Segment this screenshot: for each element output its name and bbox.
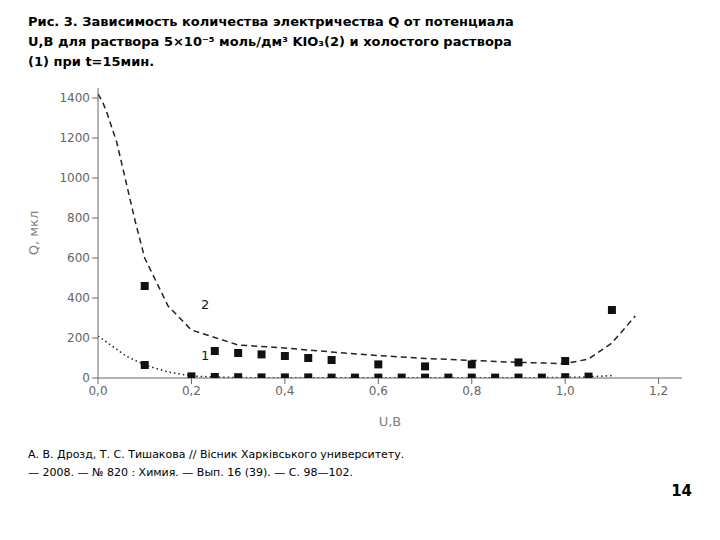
svg-text:0,6: 0,6 [369,384,388,398]
svg-text:0,2: 0,2 [182,384,201,398]
html-text:— 2008. — № 820 : Химия. — Вып: — 2008. — № 820 : Химия. — Вып. 16 (39).… [28,466,353,479]
html-text:14: 14 [671,482,692,500]
svg-text:0: 0 [82,371,90,385]
svg-text:U,В: U,В [379,414,402,429]
svg-text:1,0: 1,0 [556,384,575,398]
html-text:(1) при t=15мин.: (1) при t=15мин. [28,54,155,69]
svg-text:1000: 1000 [59,171,90,185]
svg-text:1200: 1200 [59,131,90,145]
html-text:U,В для раствора 5×10⁻⁵ моль/д: U,В для раствора 5×10⁻⁵ моль/дм³ KIO₃(2)… [28,34,512,49]
svg-text:600: 600 [67,251,90,265]
svg-text:200: 200 [67,331,90,345]
svg-text:Q, мкл: Q, мкл [26,211,41,255]
svg-text:800: 800 [67,211,90,225]
svg-text:0,8: 0,8 [462,384,481,398]
svg-text:2: 2 [201,297,209,312]
svg-text:1: 1 [201,348,209,363]
svg-text:400: 400 [67,291,90,305]
html-text:А. В. Дрозд, Т. С. Тишакова //: А. В. Дрозд, Т. С. Тишакова // Вісник Ха… [28,448,405,461]
svg-text:1,2: 1,2 [649,384,668,398]
svg-text:0,0: 0,0 [88,384,107,398]
html-text:Рис. 3. Зависимость количества: Рис. 3. Зависимость количества электриче… [28,14,514,29]
svg-text:1400: 1400 [59,91,90,105]
svg-text:0,4: 0,4 [275,384,294,398]
